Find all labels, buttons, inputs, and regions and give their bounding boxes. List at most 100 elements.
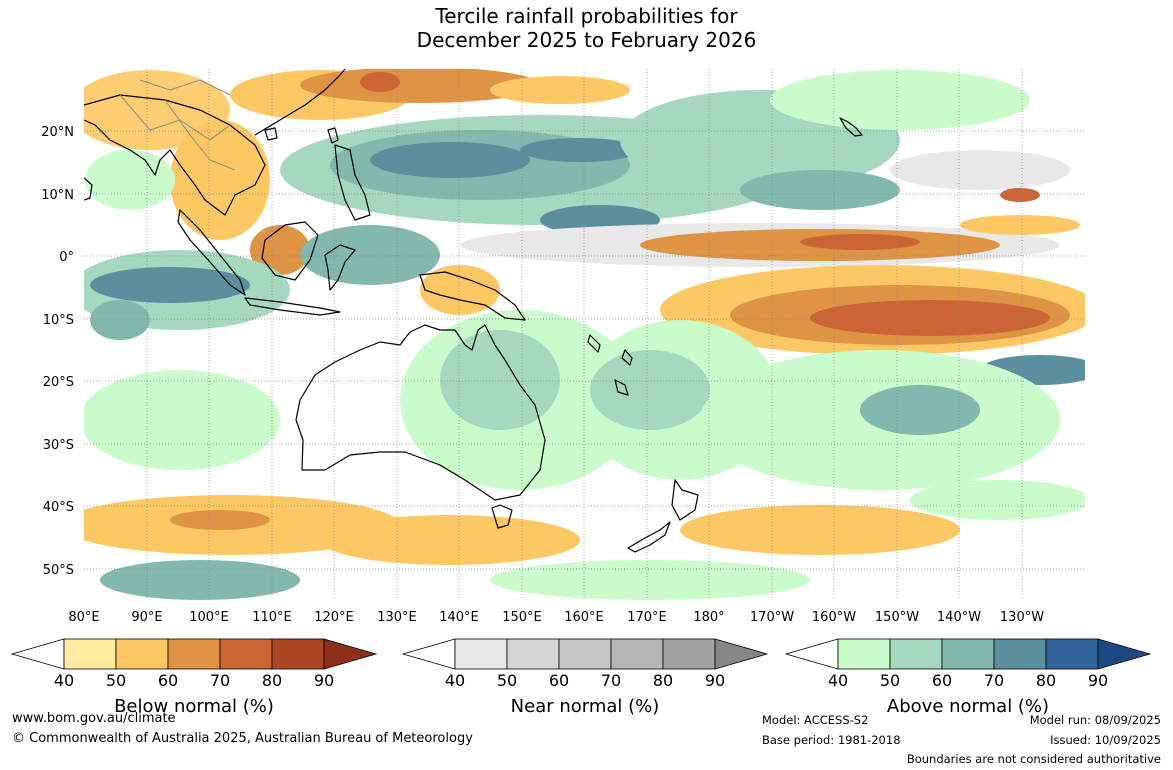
legend-tick-label: 70 [984, 671, 1004, 690]
latitude-labels: 20°N 10°N 0° 10°S 20°S 30°S 40°S 50°S [41, 125, 74, 578]
china-coastline [254, 69, 346, 136]
legend-tick-label: 40 [828, 671, 848, 690]
legend-arrow-low [10, 638, 65, 670]
new-caledonia-coastline [587, 334, 601, 353]
legend-tick-label: 80 [1036, 671, 1056, 690]
legend-swatch [506, 638, 560, 670]
legend-arrow-high [714, 638, 769, 670]
lon-label: 130°E [377, 610, 417, 625]
new-zealand-north-coastline [671, 479, 699, 521]
footer-base-period: Base period: 1981-2018 [762, 733, 901, 747]
legend-arrow-low [784, 638, 839, 670]
legend-arrow-high [1097, 638, 1152, 670]
tasmania-coastline [491, 504, 513, 529]
longitude-labels: 80°E 90°E 100°E 110°E 120°E 130°E 140°E … [68, 610, 1044, 625]
lon-label: 150°E [502, 610, 542, 625]
legend-tick-label: 90 [314, 671, 334, 690]
lat-label: 50°S [43, 563, 74, 578]
lat-label: 10°N [41, 188, 74, 203]
legend-swatch [558, 638, 612, 670]
legend-above: 40 50 60 70 80 90 Above normal (%) [784, 638, 1152, 717]
new-guinea-coastline [419, 271, 526, 321]
java-coastline [244, 297, 341, 316]
legend-title: Below normal (%) [114, 696, 274, 717]
legend-swatch [115, 638, 169, 670]
coastlines [84, 69, 863, 553]
lat-label: 10°S [43, 313, 74, 328]
graticule [84, 69, 1085, 600]
lon-label: 140°W [937, 610, 981, 625]
lat-label: 0° [59, 250, 74, 265]
legend-swatch [610, 638, 664, 670]
sri-lanka-coastline [84, 177, 93, 201]
probability-shading [84, 69, 1085, 600]
lon-label: 80°E [68, 610, 99, 625]
legend-swatch [271, 638, 325, 670]
lon-label: 120°E [314, 610, 354, 625]
legend-swatch [889, 638, 943, 670]
new-zealand-south-coastline [627, 521, 671, 553]
footer-model: Model: ACCESS-S2 [762, 713, 869, 727]
lon-label: 170°W [750, 610, 794, 625]
lat-label: 30°S [43, 438, 74, 453]
lon-label: 150°W [875, 610, 919, 625]
legends: 40 50 60 70 80 90 Below normal (%) 40 50 60 70 80 90… [10, 638, 1152, 717]
country-borders [119, 79, 236, 171]
taiwan-coastline [327, 127, 339, 144]
philippines-coastline [334, 144, 371, 221]
lon-label: 160°W [812, 610, 856, 625]
lon-label: 170°E [627, 610, 667, 625]
legend-swatch [941, 638, 995, 670]
vanuatu-coastline [621, 349, 633, 366]
se-asia-coastline [84, 94, 266, 216]
legend-title: Near normal (%) [511, 696, 660, 717]
legend-tick-label: 60 [549, 671, 569, 690]
hawaii-coastline [839, 117, 863, 137]
legend-swatch [63, 638, 117, 670]
legend-tick-label: 50 [880, 671, 900, 690]
footer-website: www.bom.gov.au/climate [12, 711, 176, 726]
legend-swatch [993, 638, 1047, 670]
legend-below: 40 50 60 70 80 90 Below normal (%) [10, 638, 378, 717]
sulawesi-coastline [324, 244, 356, 291]
legend-swatch [837, 638, 891, 670]
footer-issued: Issued: 10/09/2025 [1050, 733, 1161, 747]
legend-near: 40 50 60 70 80 90 Near normal (%) [401, 638, 769, 717]
lon-label: 140°E [439, 610, 479, 625]
legend-tick-label: 40 [445, 671, 465, 690]
legend-swatch [1045, 638, 1099, 670]
lat-label: 40°S [43, 500, 74, 515]
legend-title: Above normal (%) [887, 696, 1049, 717]
legend-arrow-low [401, 638, 456, 670]
legend-tick-label: 70 [210, 671, 230, 690]
map-title: Tercile rainfall probabilities for Decem… [0, 4, 1173, 52]
legend-swatch [167, 638, 221, 670]
legend-tick-label: 40 [54, 671, 74, 690]
legend-tick-label: 60 [158, 671, 178, 690]
hainan-coastline [264, 127, 278, 141]
lat-label: 20°N [41, 125, 74, 140]
legend-tick-label: 90 [705, 671, 725, 690]
legend-tick-label: 60 [932, 671, 952, 690]
australia-coastline [295, 324, 546, 501]
footer-model-run: Model run: 08/09/2025 [1029, 713, 1161, 727]
fiji-coastline [614, 379, 629, 396]
title-line-2: December 2025 to February 2026 [416, 28, 757, 52]
lon-label: 90°E [131, 610, 162, 625]
borneo-coastline [261, 221, 319, 281]
legend-tick-label: 70 [601, 671, 621, 690]
map-area [84, 69, 1085, 600]
legend-swatch [662, 638, 716, 670]
title-line-1: Tercile rainfall probabilities for [435, 4, 738, 28]
footer-copyright: © Commonwealth of Australia 2025, Austra… [12, 731, 473, 746]
footer-disclaimer: Boundaries are not considered authoritat… [906, 752, 1161, 766]
legend-tick-label: 90 [1088, 671, 1108, 690]
legend-tick-label: 50 [106, 671, 126, 690]
legend-arrow-high [323, 638, 378, 670]
legend-tick-label: 50 [497, 671, 517, 690]
lon-label: 180° [693, 610, 724, 625]
lon-label: 100°E [189, 610, 229, 625]
legend-tick-label: 80 [653, 671, 673, 690]
lon-label: 160°E [564, 610, 604, 625]
